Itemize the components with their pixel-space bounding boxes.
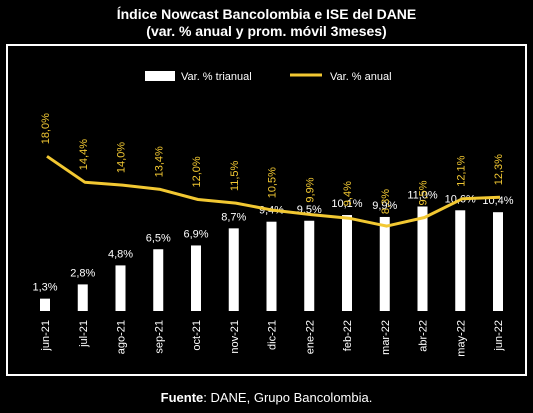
bar-label-sep-21: 6,5% (146, 232, 171, 244)
line-label-jun-22: 12,3% (493, 154, 505, 185)
bar-label-abr-22: 11,0% (407, 190, 438, 202)
source-label: Fuente (160, 390, 204, 405)
x-tick-ene-22: ene-22 (304, 320, 316, 354)
bar-label-nov-21: 8,7% (221, 211, 246, 223)
line-label-sep-21: 13,4% (153, 146, 165, 177)
line-label-jun-21: 18,0% (40, 113, 52, 144)
bar-jun-22 (493, 212, 503, 311)
line-label-ago-21: 14,0% (116, 142, 128, 173)
bar-label-mar-22: 9,9% (372, 200, 397, 212)
x-tick-ago-21: ago-21 (116, 320, 128, 354)
legend-bar-swatch (145, 71, 175, 81)
bar-label-jul-21: 2,8% (70, 267, 95, 279)
source-text: : DANE, Grupo Bancolombia. (203, 390, 373, 405)
bar-ago-21 (115, 265, 126, 311)
bar-label-oct-21: 6,9% (183, 228, 208, 240)
line-label-dic-21: 10,5% (267, 167, 279, 198)
line-label-nov-21: 11,5% (229, 161, 241, 192)
source-note: Fuente: DANE, Grupo Bancolombia. (0, 390, 533, 405)
bar-jul-21 (77, 284, 88, 311)
bars (40, 206, 503, 311)
bar-label-ago-21: 4,8% (108, 248, 133, 260)
x-tick-labels: jun-21 jul-21 ago-21 sep-21 oct-21 nov-21 dic-… (40, 320, 505, 357)
x-tick-may-22: may-22 (455, 320, 467, 357)
x-tick-jun-22: jun-22 (493, 320, 505, 352)
bar-label-jun-21: 1,3% (32, 282, 57, 294)
x-tick-mar-22: mar-22 (380, 320, 392, 355)
x-tick-nov-21: nov-21 (229, 320, 241, 354)
line-labels: 18,0% 14,4% 14,0% 13,4% 12,0% 11,5% 10,5% 9,9% 9… (40, 113, 505, 214)
chart-title-line1: Índice Nowcast Bancolombia e ISE del DAN… (116, 6, 417, 22)
chart-title: Índice Nowcast Bancolombia e ISE del DAN… (0, 6, 533, 40)
line-label-jul-21: 14,4% (78, 139, 90, 170)
line-series (46, 155, 501, 228)
legend-line-label: Var. % anual (330, 71, 392, 83)
x-tick-oct-21: oct-21 (191, 320, 203, 351)
line-label-may-22: 12,1% (455, 155, 467, 186)
x-tick-sep-21: sep-21 (153, 320, 165, 354)
chart-title-line2: (var. % anual y prom. móvil 3meses) (146, 23, 387, 39)
x-tick-feb-22: feb-22 (342, 320, 354, 351)
line-label-abr-22: 9,5% (418, 180, 430, 205)
legend-bar-label: Var. % trianual (181, 71, 252, 83)
x-tick-jun-21: jun-21 (40, 320, 52, 352)
bar-mar-22 (379, 216, 390, 311)
bar-abr-22 (417, 206, 428, 311)
line-label-oct-21: 12,0% (191, 156, 203, 187)
bar-may-22 (455, 210, 466, 311)
bar-dic-21 (266, 221, 277, 311)
x-tick-abr-22: abr-22 (418, 320, 430, 352)
bar-oct-21 (191, 245, 201, 311)
x-tick-dic-21: dic-21 (267, 320, 279, 350)
chart-frame (6, 44, 527, 376)
legend: Var. % trianual Var. % anual (145, 71, 392, 83)
x-tick-jul-21: jul-21 (78, 320, 90, 348)
line-label-mar-22: 8,3% (380, 189, 392, 214)
line-label-ene-22: 9,9% (304, 177, 316, 202)
bar-feb-22 (342, 215, 352, 311)
bar-nov-21 (228, 228, 239, 311)
bar-ene-22 (304, 220, 315, 311)
line-label-feb-22: 9,4% (342, 181, 354, 206)
bar-jun-21 (40, 298, 50, 311)
bar-label-feb-22: 10,1% (331, 198, 362, 210)
bar-sep-21 (153, 249, 164, 311)
